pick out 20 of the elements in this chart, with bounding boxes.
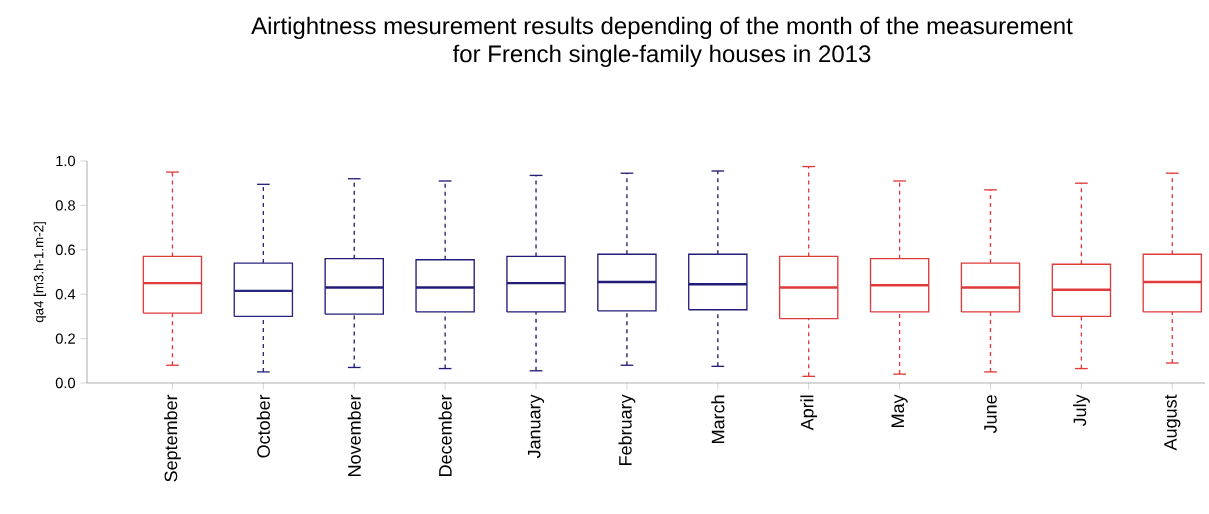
x-tick-label: November	[347, 394, 361, 476]
y-tick-label: 0.0	[55, 377, 76, 389]
x-tick-label: August	[1164, 394, 1181, 451]
y-tick-label: 1.0	[56, 155, 76, 167]
x-tick-label: February	[618, 394, 636, 465]
y-axis-title: qa4 [m3.h-1.m-2]	[33, 222, 47, 323]
x-tick-label: June	[984, 395, 997, 434]
y-tick-label: 0.6	[55, 244, 75, 255]
x-tick-label: December	[438, 394, 452, 476]
x-tick-label: September	[164, 394, 181, 482]
x-tick-label: March	[711, 395, 725, 443]
chart-title: Airtightness mesurement results depending of the month of the measurement for French single-family houses in 2013	[251, 16, 1073, 68]
x-tick-label: October	[256, 394, 270, 458]
y-tick-label: 0.8	[55, 200, 75, 211]
x-tick-label: May	[891, 394, 908, 427]
y-tick-label: 0.4	[55, 289, 76, 300]
x-tick-label: July	[1073, 394, 1090, 427]
x-tick-label: January	[527, 394, 545, 459]
y-tick-label: 0.2	[55, 333, 75, 344]
x-tick-label: April	[800, 395, 818, 431]
